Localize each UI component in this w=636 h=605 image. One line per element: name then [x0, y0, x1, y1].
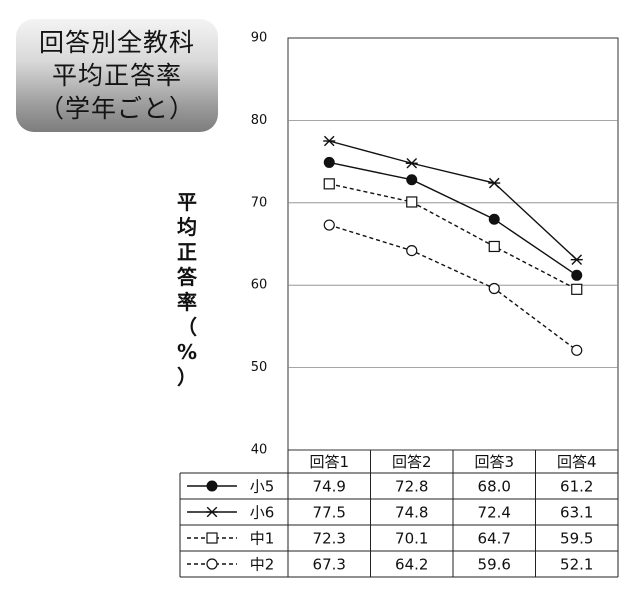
x-tick-label: 回答2 — [392, 453, 432, 471]
legend-label: 小6 — [250, 504, 275, 522]
data-point — [406, 174, 418, 186]
table-value: 59.6 — [478, 556, 511, 574]
y-axis-label-char: % — [176, 340, 198, 364]
y-axis-label-char: 率 — [177, 290, 197, 314]
table-value: 61.2 — [560, 478, 593, 496]
chart-title-line-3: （学年ごと） — [38, 94, 195, 123]
legend-marker — [206, 506, 218, 518]
data-point — [488, 240, 500, 253]
legend-marker — [206, 480, 218, 492]
x-tick-label: 回答3 — [474, 453, 514, 471]
y-axis-label: 平 均 正 答 率 （ % ） — [172, 190, 202, 390]
chart-title-box: 回答別全教科 平均正答率 （学年ごと） — [16, 18, 218, 132]
data-point — [323, 156, 335, 168]
legend-marker — [206, 532, 218, 544]
table-value: 59.5 — [560, 530, 593, 548]
data-point — [570, 254, 583, 265]
chart-title-line-1: 回答別全教科 — [38, 28, 195, 57]
data-point — [323, 219, 335, 231]
y-tick-label: 60 — [251, 278, 268, 293]
data-point — [571, 269, 583, 281]
legend-label: 小5 — [250, 478, 275, 496]
y-tick-label: 90 — [251, 31, 268, 46]
table-value: 74.9 — [313, 478, 346, 496]
data-point — [406, 244, 418, 257]
data-point — [488, 282, 500, 295]
legend-label: 中2 — [250, 556, 275, 574]
x-tick-label: 回答4 — [557, 453, 597, 471]
x-tick-label: 回答1 — [309, 453, 349, 471]
y-tick-label: 80 — [251, 113, 268, 128]
table-value: 68.0 — [478, 478, 511, 496]
y-axis-label-char: 正 — [177, 240, 197, 264]
y-tick-label: 70 — [251, 195, 268, 210]
y-axis-label-char: 答 — [177, 265, 197, 289]
table-value: 52.1 — [560, 556, 593, 574]
data-point — [406, 196, 418, 208]
series-line-中2 — [329, 224, 578, 351]
series-line-小6 — [329, 140, 578, 261]
data-point — [571, 283, 583, 295]
table-value: 64.2 — [395, 556, 428, 574]
data-point — [571, 344, 583, 356]
series-line-小5 — [329, 161, 578, 276]
y-axis-label-char: （ — [177, 315, 197, 339]
y-axis-label-char: 平 — [177, 190, 197, 214]
plot-frame — [287, 37, 619, 451]
legend-marker — [206, 558, 218, 570]
chart-title-line-2: 平均正答率 — [51, 61, 182, 90]
series-line-中1 — [329, 183, 578, 290]
data-point — [488, 177, 501, 189]
data-point — [323, 135, 336, 147]
data-point — [488, 213, 500, 225]
y-tick-label: 50 — [251, 360, 268, 375]
table-value: 64.7 — [478, 530, 511, 548]
data-point — [323, 178, 335, 190]
data-point — [405, 157, 418, 169]
y-axis-label-char: ） — [177, 365, 197, 389]
y-tick-label: 40 — [251, 443, 268, 458]
table-value: 72.8 — [395, 478, 428, 496]
table-value: 72.4 — [478, 504, 511, 522]
table-value: 67.3 — [313, 556, 346, 574]
legend-label: 中1 — [250, 530, 275, 548]
table-value: 70.1 — [395, 530, 428, 548]
table-value: 74.8 — [395, 504, 428, 522]
y-axis-label-char: 均 — [177, 215, 197, 239]
table-value: 77.5 — [313, 504, 346, 522]
table-value: 63.1 — [560, 504, 593, 522]
table-value: 72.3 — [313, 530, 346, 548]
